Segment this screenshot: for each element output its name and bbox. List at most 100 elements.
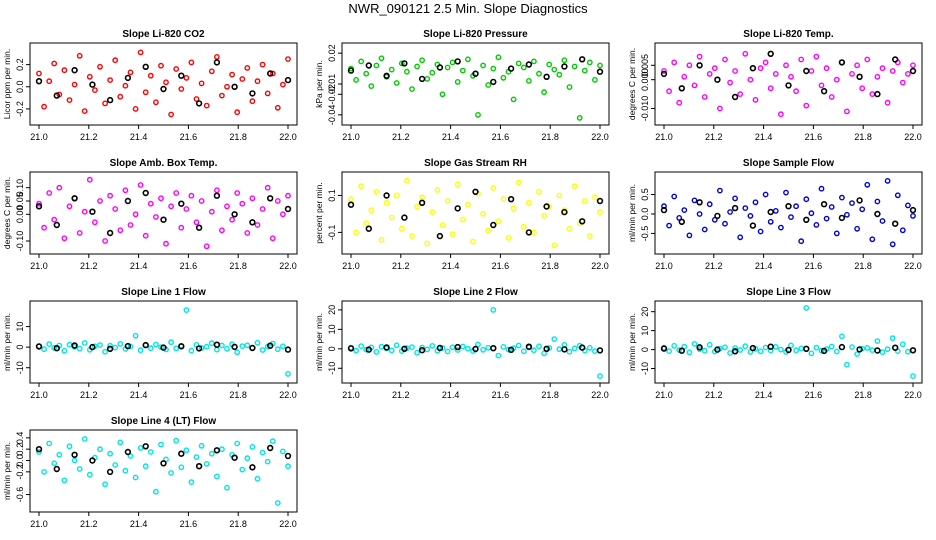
data-point bbox=[234, 109, 241, 116]
plot-frame bbox=[341, 171, 610, 255]
data-point bbox=[267, 195, 274, 202]
data-point bbox=[363, 220, 370, 227]
data-point bbox=[89, 343, 96, 351]
data-point bbox=[767, 208, 774, 216]
data-point bbox=[203, 460, 210, 467]
data-point bbox=[691, 82, 698, 89]
x-tick-label: 22.0 bbox=[279, 261, 297, 271]
data-point bbox=[666, 222, 672, 229]
panel-title: Slope Li-820 Pressure bbox=[423, 29, 528, 40]
x-tick-label: 21.4 bbox=[755, 261, 773, 271]
x-tick-label: 21.2 bbox=[80, 390, 98, 400]
data-point bbox=[106, 468, 114, 476]
data-point bbox=[418, 347, 426, 354]
data-point bbox=[383, 344, 390, 351]
data-point bbox=[254, 222, 261, 228]
data-point bbox=[249, 195, 256, 202]
data-point bbox=[844, 211, 850, 218]
data-point bbox=[818, 82, 825, 89]
data-point bbox=[541, 212, 547, 219]
data-point bbox=[195, 345, 203, 352]
y-axis-label: ml/min per min. bbox=[2, 442, 12, 500]
data-point bbox=[507, 346, 515, 353]
data-point bbox=[556, 192, 563, 199]
data-point bbox=[767, 347, 774, 354]
data-point bbox=[35, 446, 43, 453]
data-point bbox=[173, 190, 180, 196]
data-point bbox=[439, 91, 446, 98]
plot-frame bbox=[341, 42, 610, 126]
data-point bbox=[429, 69, 436, 76]
data-point bbox=[35, 343, 43, 350]
data-point bbox=[571, 183, 578, 190]
data-point bbox=[234, 349, 241, 356]
data-point bbox=[106, 96, 114, 104]
data-point bbox=[373, 188, 380, 195]
data-point bbox=[818, 347, 825, 354]
data-point bbox=[66, 443, 73, 450]
series-1 bbox=[348, 306, 603, 379]
data-point bbox=[244, 455, 251, 462]
data-point bbox=[274, 198, 281, 204]
data-point bbox=[436, 64, 444, 71]
data-point bbox=[401, 60, 408, 67]
y-tick-label: 0.0 bbox=[15, 454, 25, 467]
plot-frame bbox=[654, 300, 923, 384]
data-point bbox=[884, 346, 891, 353]
data-point bbox=[839, 194, 845, 201]
data-point bbox=[556, 346, 563, 353]
data-point bbox=[767, 343, 774, 350]
data-point bbox=[571, 345, 578, 352]
data-point bbox=[401, 345, 408, 352]
data-point bbox=[178, 200, 185, 207]
data-point bbox=[838, 59, 846, 66]
data-point bbox=[142, 89, 149, 96]
x-tick-label: 21.2 bbox=[705, 261, 723, 271]
data-point bbox=[418, 199, 426, 207]
y-tick-label: 0.005 bbox=[640, 54, 650, 77]
data-point bbox=[383, 199, 390, 206]
data-point bbox=[454, 181, 461, 188]
data-point bbox=[46, 190, 53, 196]
data-point bbox=[490, 78, 497, 86]
data-point bbox=[365, 62, 372, 69]
x-tick-label: 21.2 bbox=[392, 132, 410, 142]
data-point bbox=[762, 59, 769, 66]
data-point bbox=[71, 451, 78, 458]
series-2 bbox=[347, 188, 604, 240]
data-point bbox=[869, 347, 876, 353]
data-point bbox=[132, 211, 139, 218]
x-tick-label: 21.4 bbox=[442, 390, 460, 400]
x-tick-label: 21.2 bbox=[80, 132, 98, 142]
data-point bbox=[224, 345, 230, 352]
data-point bbox=[449, 59, 456, 66]
y-axis-label: ml/min per min. bbox=[627, 313, 637, 371]
data-point bbox=[137, 347, 144, 354]
y-tick-label: 0.2 bbox=[15, 58, 25, 71]
data-point bbox=[106, 229, 114, 237]
data-point bbox=[249, 443, 256, 450]
data-point bbox=[224, 484, 230, 491]
data-point bbox=[905, 202, 911, 209]
data-point bbox=[398, 225, 405, 232]
data-point bbox=[76, 466, 83, 472]
x-tick-label: 21.8 bbox=[229, 132, 247, 142]
data-point bbox=[409, 233, 415, 240]
data-point bbox=[833, 76, 840, 83]
data-point bbox=[436, 232, 444, 240]
data-point bbox=[102, 100, 109, 107]
data-point bbox=[81, 340, 88, 346]
panel-4: Slope Amb. Box Temp. 21.0 21.2 21.4 21.6 21.8… bbox=[2, 158, 298, 271]
data-point bbox=[208, 450, 215, 457]
x-tick-label: 21.4 bbox=[442, 261, 460, 271]
data-point bbox=[701, 347, 708, 354]
data-point bbox=[490, 345, 497, 352]
x-tick-label: 21.2 bbox=[392, 390, 410, 400]
y-tick-label: 0.0 bbox=[640, 208, 650, 221]
data-point bbox=[142, 443, 149, 450]
series-1 bbox=[36, 176, 291, 250]
data-point bbox=[520, 348, 527, 355]
data-point bbox=[515, 179, 522, 186]
data-point bbox=[449, 344, 456, 351]
data-point bbox=[490, 306, 497, 313]
